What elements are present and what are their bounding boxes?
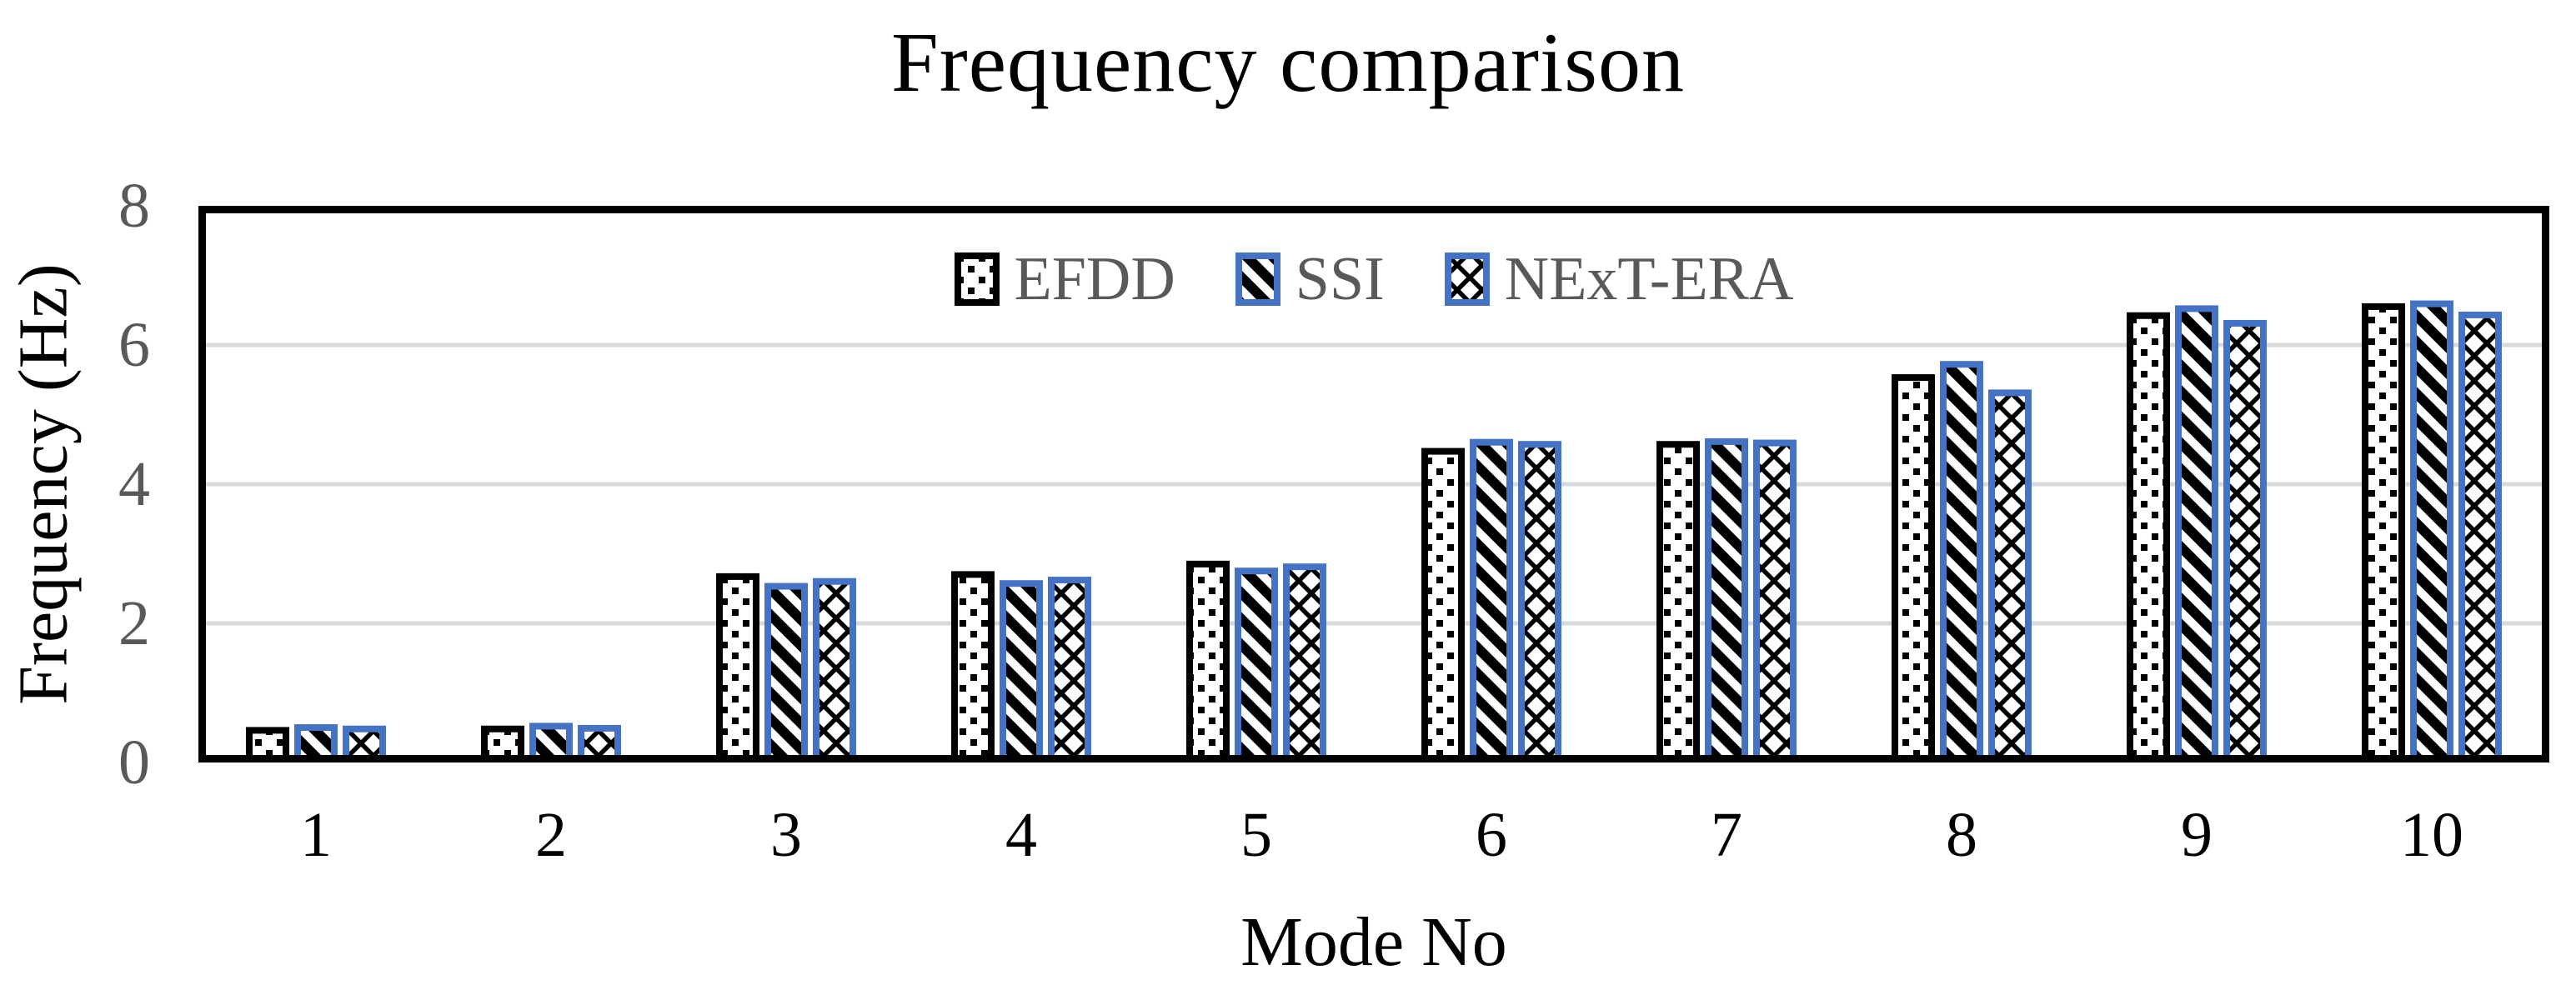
bar-efdd-mode-1 [246,727,289,762]
bar-next-era-mode-10 [2458,311,2502,762]
x-tick-label-1: 1 [300,800,332,870]
bar-next-era-mode-1 [343,725,386,762]
bar-efdd-mode-5 [1186,560,1230,762]
x-tick-label-4: 4 [1005,800,1037,870]
bar-ssi-mode-4 [1000,580,1043,762]
legend-swatch-crosshatch-icon [1444,252,1490,306]
chart-title: Frequency comparison [891,16,1685,110]
x-tick-label-2: 2 [535,800,567,870]
x-tick-label-7: 7 [1711,800,1742,870]
legend-swatch-diagonal-stripes-icon [1235,252,1280,306]
bar-efdd-mode-2 [481,725,524,762]
legend: EFDD SSI NExT-ERA [198,248,2549,310]
bar-next-era-mode-5 [1283,563,1326,762]
y-tick-label-4: 4 [118,449,150,519]
bar-ssi-mode-6 [1470,438,1513,762]
bar-next-era-mode-9 [2223,319,2267,762]
y-tick-label-2: 2 [118,588,150,658]
bar-next-era-mode-8 [1988,389,2032,762]
bar-efdd-mode-6 [1421,448,1465,762]
x-tick-label-5: 5 [1240,800,1272,870]
bar-efdd-mode-10 [2362,302,2405,762]
x-tick-label-3: 3 [770,800,802,870]
bar-next-era-mode-6 [1518,441,1561,762]
y-tick-label-6: 6 [118,310,150,380]
plot-border [198,206,2549,762]
bar-efdd-mode-4 [951,571,995,762]
bar-ssi-mode-5 [1235,568,1278,762]
x-tick-label-10: 10 [2400,800,2463,870]
legend-item-next-era: NExT-ERA [1444,245,1794,313]
bar-efdd-mode-8 [1892,374,1935,762]
plot-area [198,206,2549,762]
legend-label: SSI [1295,245,1385,313]
legend-swatch-dots-icon [954,252,1000,306]
x-tick-label-9: 9 [2181,800,2213,870]
legend-item-efdd: EFDD [954,245,1175,313]
bar-next-era-mode-3 [813,578,856,762]
bar-ssi-mode-10 [2410,300,2453,762]
bar-next-era-mode-4 [1048,577,1091,762]
bar-ssi-mode-7 [1705,438,1748,762]
bar-efdd-mode-3 [716,572,759,762]
bars-group [246,300,2502,762]
bar-next-era-mode-7 [1753,439,1797,762]
y-tick-label-0: 0 [118,728,150,798]
bar-ssi-mode-3 [764,582,808,762]
y-tick-label-8: 8 [118,171,150,241]
legend-label: EFDD [1014,245,1175,313]
bar-ssi-mode-9 [2175,305,2218,762]
bar-next-era-mode-2 [578,724,621,762]
bar-ssi-mode-2 [529,722,573,762]
bar-ssi-mode-1 [294,724,338,762]
x-tick-label-6: 6 [1476,800,1507,870]
bar-efdd-mode-9 [2127,312,2170,762]
x-axis-title: Mode No [1240,903,1507,981]
legend-label: NExT-ERA [1504,245,1794,313]
bar-ssi-mode-8 [1940,361,1983,762]
x-tick-label-8: 8 [1946,800,1977,870]
bar-efdd-mode-7 [1656,441,1700,762]
legend-item-ssi: SSI [1235,248,1385,310]
